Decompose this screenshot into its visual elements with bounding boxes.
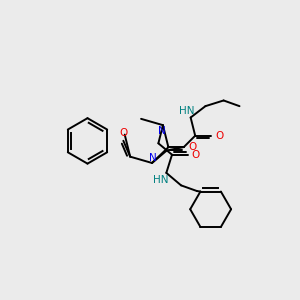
Text: N: N [149,153,157,164]
Text: HN: HN [153,175,168,185]
Text: O: O [215,131,223,141]
Text: O: O [192,150,200,160]
Text: O: O [188,142,196,152]
Text: O: O [119,128,128,138]
Text: N: N [158,126,166,136]
Text: HN: HN [179,106,195,116]
